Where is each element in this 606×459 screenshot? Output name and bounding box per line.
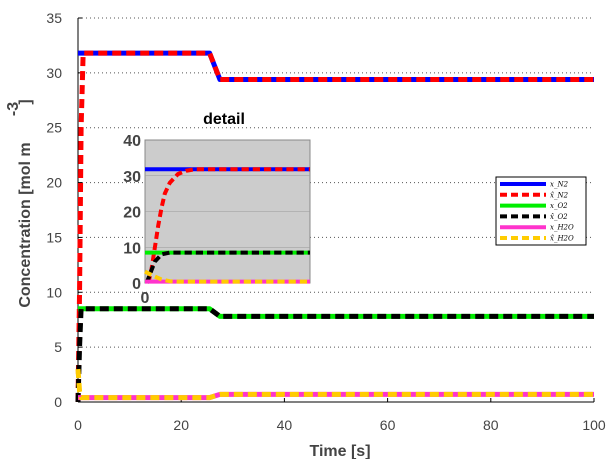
main-series-x-n2: [78, 50, 594, 82]
y-axis-title-bracket: ]: [17, 99, 34, 104]
y-tick-label-10: 10: [46, 284, 62, 300]
main-series-x-h2o-estimate: [75, 368, 594, 401]
x-tick-label-20: 20: [173, 417, 189, 433]
legend-label-x-n2-estimate: x̂_N2: [550, 190, 569, 199]
inset-series-x-o2-estimate: [144, 250, 310, 284]
x-axis-title: Time [s]: [309, 443, 370, 459]
inset-y-tick-label-40: 40: [123, 133, 141, 150]
inset-y-tick-label-10: 10: [123, 240, 141, 257]
inset-detail-chart: 0 10 20 30 40 0 detail: [123, 111, 311, 307]
legend-box: [495, 176, 587, 246]
inset-title: detail: [203, 111, 245, 128]
x-tick-label-60: 60: [380, 417, 396, 433]
y-tick-label-25: 25: [46, 120, 62, 136]
legend-label-x-n2: x_N2: [550, 181, 569, 189]
inset-tick-labels: 0 10 20 30 40 0: [123, 133, 149, 307]
y-tick-label-5: 5: [54, 339, 62, 355]
y-tick-label-0: 0: [54, 394, 62, 410]
inset-y-tick-label-20: 20: [123, 205, 141, 222]
inset-y-tick-label-0: 0: [132, 276, 141, 293]
legend-label-x-o2-estimate: x̂_O2: [550, 212, 568, 221]
inset-y-tick-label-30: 30: [123, 169, 141, 186]
x-tick-label-40: 40: [277, 417, 293, 433]
inset-x-tick-label-0: 0: [141, 290, 150, 307]
inset-gridlines: [145, 175, 310, 248]
inset-series-group: [144, 167, 310, 284]
y-axis-title-superscript: -3: [5, 102, 22, 116]
x-tick-label-100: 100: [582, 417, 606, 433]
y-tick-label-20: 20: [46, 175, 62, 191]
legend-label-x-h2o-estimate: x̂_H2O: [550, 234, 574, 243]
legend-label-x-h2o: x_H2O: [550, 224, 574, 232]
inset-series-x-h2o-estimate: [144, 269, 310, 284]
x-tick-label-0: 0: [74, 417, 82, 433]
y-tick-label-15: 15: [46, 229, 62, 245]
y-tick-label-35: 35: [46, 10, 62, 26]
x-tick-label-80: 80: [483, 417, 499, 433]
legend: x_N2x̂_N2 x_O2 x̂_O2 x_H2O x̂_H2O: [495, 176, 587, 246]
main-series-group: [75, 50, 594, 403]
legend-label-x-o2: x_O2: [550, 202, 568, 210]
y-axis-title: Concentration [mol m: [17, 142, 34, 307]
y-tick-label-30: 30: [46, 65, 62, 81]
main-series-x-o2-estimate: [75, 306, 594, 403]
